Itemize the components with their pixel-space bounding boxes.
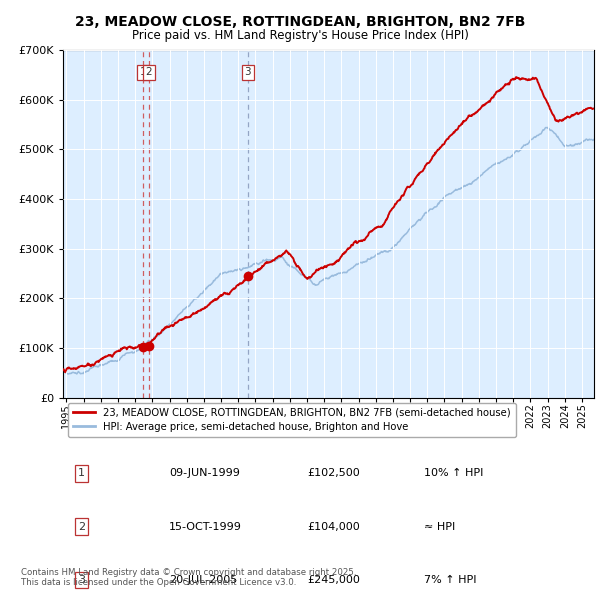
Text: 2: 2 bbox=[145, 67, 152, 77]
Text: Price paid vs. HM Land Registry's House Price Index (HPI): Price paid vs. HM Land Registry's House … bbox=[131, 29, 469, 42]
Text: 23, MEADOW CLOSE, ROTTINGDEAN, BRIGHTON, BN2 7FB: 23, MEADOW CLOSE, ROTTINGDEAN, BRIGHTON,… bbox=[75, 15, 525, 29]
Text: £102,500: £102,500 bbox=[307, 468, 360, 478]
Text: 3: 3 bbox=[78, 575, 85, 585]
Text: 09-JUN-1999: 09-JUN-1999 bbox=[169, 468, 240, 478]
Text: £104,000: £104,000 bbox=[307, 522, 360, 532]
Text: 1: 1 bbox=[78, 468, 85, 478]
Text: 3: 3 bbox=[244, 67, 251, 77]
Text: 15-OCT-1999: 15-OCT-1999 bbox=[169, 522, 242, 532]
Text: 10% ↑ HPI: 10% ↑ HPI bbox=[424, 468, 484, 478]
Text: 20-JUL-2005: 20-JUL-2005 bbox=[169, 575, 238, 585]
Text: 1: 1 bbox=[139, 67, 146, 77]
Text: ≈ HPI: ≈ HPI bbox=[424, 522, 455, 532]
Text: 2: 2 bbox=[78, 522, 85, 532]
Text: Contains HM Land Registry data © Crown copyright and database right 2025.
This d: Contains HM Land Registry data © Crown c… bbox=[21, 568, 356, 587]
Text: £245,000: £245,000 bbox=[307, 575, 360, 585]
Legend: 23, MEADOW CLOSE, ROTTINGDEAN, BRIGHTON, BN2 7FB (semi-detached house), HPI: Ave: 23, MEADOW CLOSE, ROTTINGDEAN, BRIGHTON,… bbox=[68, 402, 515, 437]
Text: 7% ↑ HPI: 7% ↑ HPI bbox=[424, 575, 476, 585]
